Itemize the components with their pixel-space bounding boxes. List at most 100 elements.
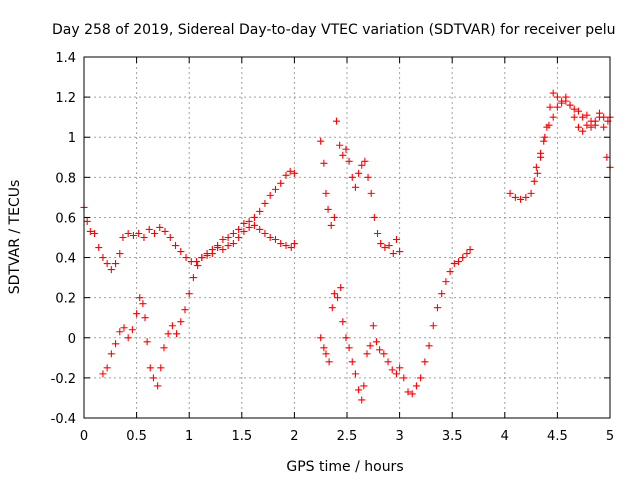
data-point [366, 342, 374, 350]
data-point [219, 236, 227, 244]
data-point [583, 121, 591, 129]
data-point [511, 193, 519, 201]
data-point [189, 274, 197, 282]
data-point [361, 157, 369, 165]
data-point [150, 229, 158, 237]
data-point [173, 330, 181, 338]
data-point [99, 370, 107, 378]
data-point [332, 117, 340, 125]
data-point [330, 290, 338, 298]
data-point [595, 109, 603, 117]
data-point [339, 318, 347, 326]
data-point [103, 364, 111, 372]
data-point [533, 169, 541, 177]
data-point [579, 127, 587, 135]
data-point [355, 169, 363, 177]
data-point [369, 322, 377, 330]
data-point [360, 382, 368, 390]
data-point [345, 344, 353, 352]
data-point [261, 229, 269, 237]
data-point [124, 334, 132, 342]
data-point [266, 234, 274, 241]
data-point [124, 229, 132, 237]
data-point [328, 304, 336, 312]
data-point [286, 167, 294, 175]
data-point [421, 358, 429, 366]
data-point [112, 260, 120, 268]
data-point [376, 346, 384, 354]
data-point [160, 344, 168, 352]
data-point [553, 93, 561, 101]
series-track-A [80, 203, 298, 274]
data-point [566, 101, 574, 109]
data-point [355, 386, 363, 394]
data-point [86, 227, 94, 235]
data-point [541, 133, 549, 141]
chart-title: Day 258 of 2019, Sidereal Day-to-day VTE… [52, 22, 615, 38]
data-point [250, 221, 258, 229]
data-point [377, 240, 385, 248]
data-point [317, 137, 325, 145]
data-point [177, 318, 185, 326]
data-point [129, 231, 137, 239]
data-point [198, 254, 206, 262]
data-point [290, 169, 298, 177]
data-point [135, 229, 143, 237]
x-tick-label: 3.5 [442, 429, 463, 444]
data-point [364, 173, 372, 181]
data-point [363, 350, 371, 358]
data-point [396, 364, 404, 372]
data-point [266, 191, 274, 199]
data-point [574, 123, 582, 131]
data-point [325, 358, 333, 366]
data-point [522, 193, 530, 201]
data-point [324, 205, 332, 213]
data-point [136, 294, 144, 302]
data-point [149, 374, 157, 382]
y-tick-label: -0.2 [51, 372, 76, 387]
data-point [348, 173, 356, 181]
data-point [425, 342, 433, 350]
data-point [182, 254, 190, 262]
data-point [412, 382, 420, 390]
series-track-F [532, 93, 614, 171]
y-tick-label: 0.2 [55, 292, 76, 307]
data-point [583, 111, 591, 119]
data-point [408, 390, 416, 398]
data-point [438, 290, 446, 298]
data-point [367, 189, 375, 197]
series-track-B [99, 167, 298, 390]
x-tick-label: 4 [501, 429, 509, 444]
data-point [396, 248, 404, 256]
data-point [603, 153, 611, 161]
data-point [337, 284, 345, 292]
x-tick-label: 2.5 [337, 429, 358, 444]
data-point [388, 366, 396, 374]
data-point [177, 248, 185, 256]
data-point [250, 213, 258, 221]
data-point [317, 334, 325, 342]
y-tick-label: 0.8 [55, 171, 76, 186]
data-point [95, 244, 103, 252]
data-point [277, 179, 285, 187]
data-point [256, 225, 264, 233]
data-point [145, 225, 153, 233]
data-point [455, 258, 463, 266]
data-point [193, 258, 201, 266]
data-point [214, 242, 222, 250]
data-point [446, 268, 454, 276]
data-point [587, 123, 595, 131]
data-point [185, 290, 193, 298]
data-point [545, 121, 553, 129]
x-tick-label: 0.5 [126, 429, 147, 444]
y-tick-label: 0.4 [55, 252, 76, 267]
data-point [83, 217, 91, 225]
data-point [417, 374, 425, 382]
x-tick-label: 2 [290, 429, 298, 444]
data-point [351, 183, 359, 191]
y-tick-label: 0 [68, 332, 76, 347]
data-point [372, 338, 380, 346]
data-point [287, 244, 295, 252]
data-point [320, 159, 328, 167]
